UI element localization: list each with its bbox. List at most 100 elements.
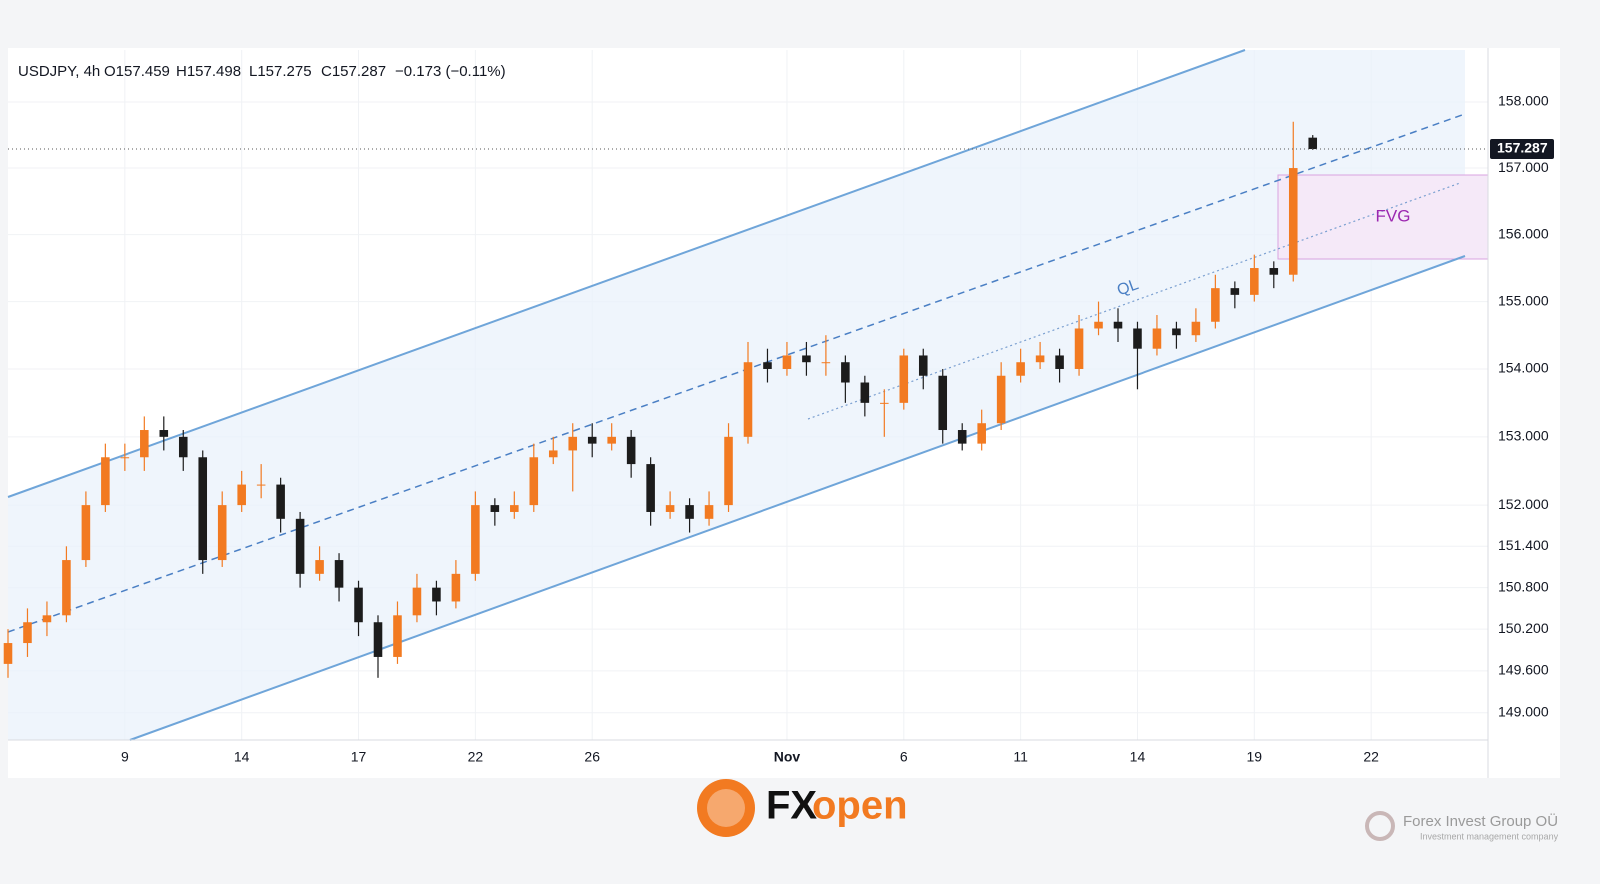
x-tick-label: 22 xyxy=(468,749,484,765)
candle-body xyxy=(626,436,636,465)
candle-body xyxy=(295,518,305,574)
ql-label: QL xyxy=(1115,276,1141,299)
candle-body xyxy=(315,560,324,574)
candle-body xyxy=(23,622,32,644)
channel-upper xyxy=(7,49,1246,498)
candle-body xyxy=(743,362,753,437)
candle-body xyxy=(880,402,889,404)
candle-body xyxy=(373,622,383,657)
x-tick-label: 22 xyxy=(1363,749,1379,765)
x-tick-label: 14 xyxy=(1130,749,1146,765)
candle-body xyxy=(1035,355,1045,363)
candle-body xyxy=(334,560,344,588)
logo-icon-inner xyxy=(707,789,745,827)
x-tick-label: 19 xyxy=(1247,749,1263,765)
y-tick-label: 151.400 xyxy=(1498,537,1549,553)
candle-body xyxy=(1191,321,1201,336)
candle-body xyxy=(860,382,870,403)
candle-body xyxy=(237,484,246,506)
candle-body xyxy=(198,457,208,561)
candle-body xyxy=(1152,328,1162,349)
x-tick-label: 26 xyxy=(584,749,600,765)
candle-body xyxy=(977,423,986,444)
candle-body xyxy=(938,375,948,431)
candle-body xyxy=(256,484,266,486)
y-tick-label: 152.000 xyxy=(1498,496,1549,512)
candle-body xyxy=(1250,268,1259,295)
high-label: H157.498 xyxy=(176,63,241,80)
y-tick-label: 157.000 xyxy=(1498,159,1549,175)
candle-body xyxy=(178,436,188,458)
candle-body xyxy=(1269,268,1279,275)
x-tick-label: 9 xyxy=(121,749,129,765)
candle-body xyxy=(1230,288,1240,295)
candles xyxy=(3,121,1318,678)
symbol: USDJPY, 4h xyxy=(18,63,100,80)
y-tick-label: 153.000 xyxy=(1498,428,1549,444)
candle-body xyxy=(1308,137,1318,150)
x-tick-label: Nov xyxy=(774,749,801,765)
candle-body xyxy=(510,505,519,512)
close-label: C157.287 xyxy=(321,63,386,80)
candle-body xyxy=(841,362,850,383)
candle-body xyxy=(1113,321,1123,329)
fvg-label: FVG xyxy=(1376,206,1411,225)
candle-body xyxy=(1016,362,1025,376)
candle-body xyxy=(62,560,71,616)
candle-body xyxy=(899,355,909,403)
y-tick-label: 155.000 xyxy=(1498,292,1549,308)
brand-open: open xyxy=(812,784,908,828)
candle-body xyxy=(101,457,110,506)
candle-body xyxy=(81,505,91,561)
candle-body xyxy=(1211,288,1220,322)
candle-body xyxy=(393,615,402,657)
candle-body xyxy=(529,457,539,506)
change-label: −0.173 (−0.11%) xyxy=(395,63,506,80)
last-price-label: 157.287 xyxy=(1497,140,1548,156)
candle-body xyxy=(548,450,558,458)
company-icon xyxy=(1365,811,1395,841)
fxopen-logo: FX open xyxy=(697,779,908,837)
candle-body xyxy=(412,587,422,616)
candle-body xyxy=(354,587,363,623)
company-logo: Forex Invest Group OÜ Investment managem… xyxy=(1365,811,1559,841)
candle-body xyxy=(918,355,928,376)
candle-body xyxy=(3,643,13,664)
candle-body xyxy=(685,505,694,519)
logo-icon xyxy=(697,779,755,837)
y-tick-label: 156.000 xyxy=(1498,225,1549,241)
candle-body xyxy=(490,505,500,512)
candle-body xyxy=(821,362,831,364)
x-tick-label: 6 xyxy=(900,749,908,765)
y-tick-label: 150.800 xyxy=(1498,578,1549,594)
x-tick-label: 17 xyxy=(351,749,367,765)
candle-body xyxy=(802,355,811,363)
candle-body xyxy=(1074,328,1084,369)
y-tick-label: 149.000 xyxy=(1498,703,1549,719)
candle-body xyxy=(646,464,655,512)
candle-body xyxy=(587,436,597,444)
candle-body xyxy=(1055,355,1064,369)
candle-body xyxy=(42,615,52,623)
candle-body xyxy=(607,436,616,444)
last-price-tag xyxy=(1490,139,1554,160)
y-tick-label: 149.600 xyxy=(1498,662,1549,678)
low-label: L157.275 xyxy=(249,63,312,80)
channel-lower xyxy=(129,255,1466,741)
candle-body xyxy=(471,505,480,574)
candle-body xyxy=(996,375,1006,424)
channel-median xyxy=(7,114,1463,633)
candle-body xyxy=(665,505,675,512)
brand-fx: FX xyxy=(766,784,817,828)
candle-body xyxy=(1133,328,1142,349)
candle-body xyxy=(451,573,461,602)
candle-body xyxy=(568,436,578,451)
y-tick-label: 154.000 xyxy=(1498,360,1549,376)
candle-body xyxy=(432,587,441,602)
candle-body xyxy=(1288,168,1298,275)
y-tick-label: 158.000 xyxy=(1498,93,1549,109)
header: USDJPY, 4h O157.459 H157.498 L157.275 C1… xyxy=(18,63,506,80)
x-tick-label: 11 xyxy=(1013,749,1028,765)
